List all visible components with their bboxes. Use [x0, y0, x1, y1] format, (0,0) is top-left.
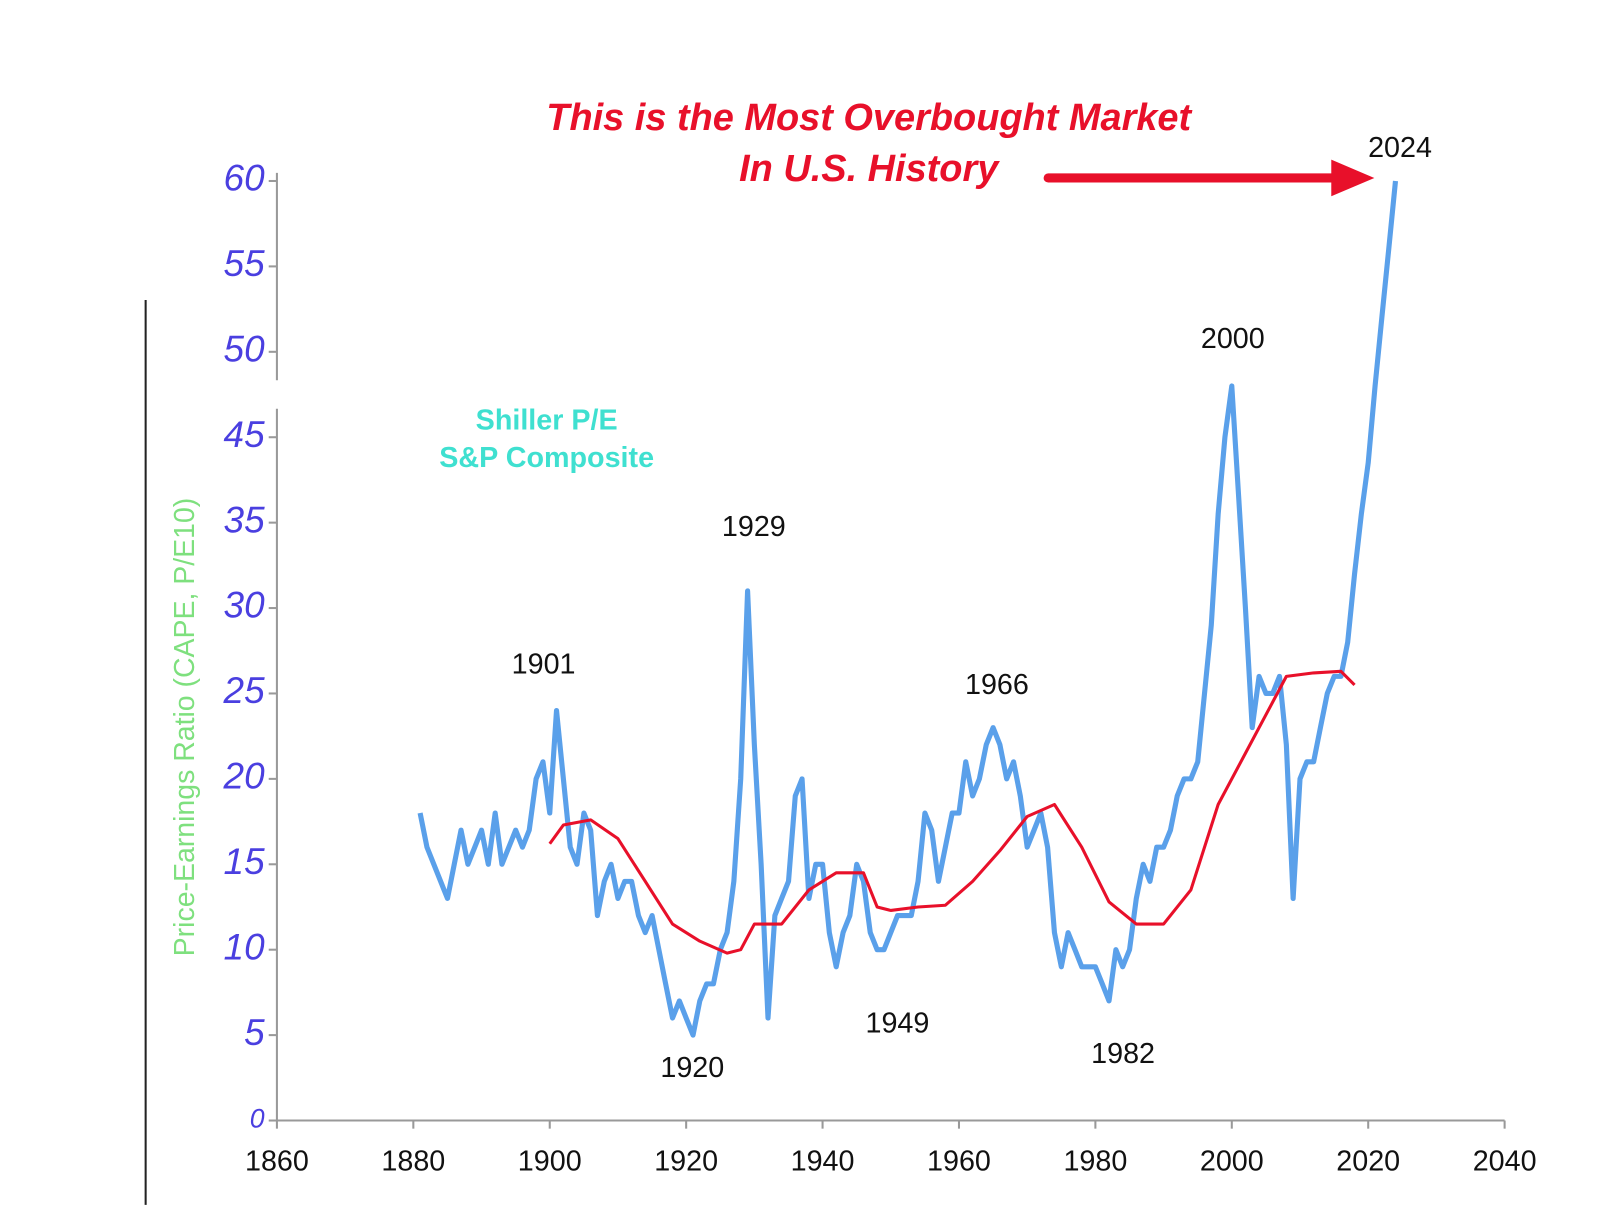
y-tick-label: 0 [250, 1104, 265, 1134]
annotation: 1949 [866, 1008, 930, 1040]
arrow-head [1331, 159, 1375, 197]
annotation: 1901 [512, 649, 576, 681]
y-tick-label: 30 [224, 585, 266, 626]
x-tick-label: 2020 [1336, 1146, 1400, 1178]
annotation: 1966 [965, 669, 1029, 701]
x-tick-label: 1940 [791, 1146, 855, 1178]
data-line [548, 669, 1356, 955]
data-line [417, 180, 1399, 1038]
y-tick-label: 25 [223, 670, 266, 711]
x-tick-label: 2040 [1473, 1146, 1537, 1178]
y-tick-label: 5 [244, 1012, 265, 1053]
x-tick-label: 2000 [1200, 1146, 1264, 1178]
annotation: 2024 [1368, 132, 1432, 164]
x-tick-label: 1960 [927, 1146, 991, 1178]
y-tick-label: 60 [224, 158, 266, 199]
y-tick-label: 35 [224, 499, 266, 540]
x-tick-label: 1880 [381, 1146, 445, 1178]
chart-title: In U.S. History [739, 148, 1000, 190]
y-tick-label: 50 [224, 329, 266, 370]
annotation: 2000 [1201, 323, 1265, 355]
y-tick-label: 15 [224, 841, 266, 882]
chart-title: This is the Most Overbought Market [546, 97, 1192, 139]
annotation: 1982 [1091, 1038, 1155, 1070]
legend-text: Shiller P/E [476, 405, 618, 437]
annotation: 1929 [722, 511, 786, 543]
x-tick-label: 1920 [654, 1146, 718, 1178]
x-tick-label: 1860 [245, 1146, 309, 1178]
legend-text: S&P Composite [439, 442, 654, 474]
annotation: 1920 [660, 1052, 724, 1084]
y-axis-label: Price-Earnings Ratio (CAPE, P/E10) [169, 498, 201, 957]
x-tick-label: 1980 [1063, 1146, 1127, 1178]
y-tick-label: 20 [223, 756, 266, 797]
y-tick-label: 55 [224, 243, 266, 284]
y-tick-label: 10 [224, 927, 266, 968]
x-tick-label: 1900 [518, 1146, 582, 1178]
y-tick-label: 45 [224, 414, 266, 455]
